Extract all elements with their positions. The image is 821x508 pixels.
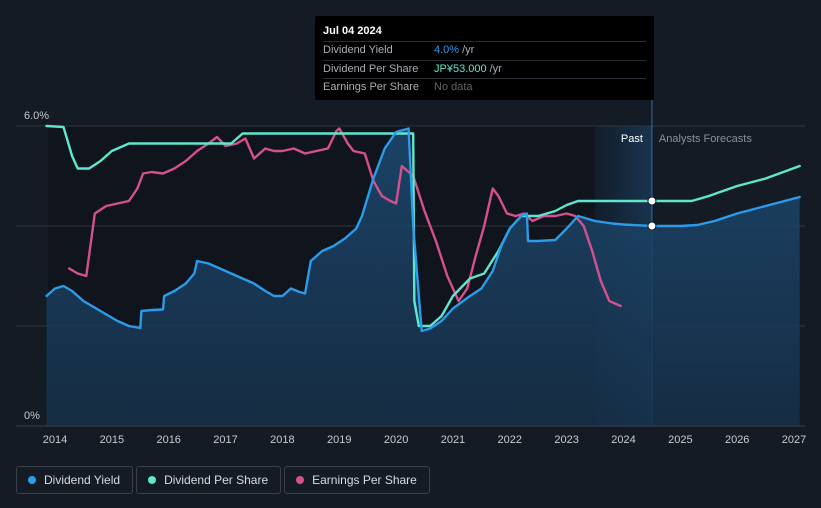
- tooltip-unit: /yr: [462, 44, 475, 56]
- x-tick-label: 2023: [554, 434, 578, 446]
- chart-tooltip: Jul 04 2024 Dividend Yield 4.0% /yr Divi…: [315, 16, 654, 100]
- x-tick-label: 2022: [498, 434, 522, 446]
- tooltip-row-earnings-per-share: Earnings Per Share No data: [323, 78, 646, 97]
- y-tick-label: 6.0%: [24, 110, 49, 122]
- tooltip-row-dividend-yield: Dividend Yield 4.0% /yr: [323, 41, 646, 60]
- x-tick-label: 2018: [270, 434, 294, 446]
- tooltip-value: No data: [434, 81, 473, 93]
- legend-item-dividend-yield[interactable]: Dividend Yield: [16, 466, 134, 494]
- dividend-yield-area: [46, 128, 800, 426]
- x-tick-label: 2027: [782, 434, 806, 446]
- x-tick-label: 2020: [384, 434, 408, 446]
- x-tick-label: 2025: [668, 434, 692, 446]
- tooltip-label: Dividend Yield: [323, 44, 393, 56]
- legend-label: Dividend Per Share: [164, 473, 269, 487]
- dividend-per-share-line: [45, 124, 801, 328]
- tooltip-label: Dividend Per Share: [323, 62, 419, 75]
- x-tick-label: 2024: [611, 434, 635, 446]
- series-marker: [647, 221, 657, 231]
- forecast-label: Analysts Forecasts: [659, 133, 752, 145]
- x-tick-label: 2014: [43, 434, 67, 446]
- x-tick-label: 2016: [156, 434, 180, 446]
- x-tick-label: 2026: [725, 434, 749, 446]
- chart-legend: Dividend Yield Dividend Per Share Earnin…: [16, 466, 433, 494]
- legend-dot-icon: [296, 476, 305, 484]
- legend-dot-icon: [148, 476, 157, 484]
- dividend-yield-line: [45, 127, 801, 333]
- legend-label: Dividend Yield: [44, 473, 121, 487]
- legend-item-earnings-per-share[interactable]: Earnings Per Share: [284, 466, 430, 494]
- past-label: Past: [621, 133, 643, 145]
- tooltip-date: Jul 04 2024: [323, 25, 382, 37]
- x-tick-label: 2019: [327, 434, 351, 446]
- tooltip-value: 4.0%: [434, 44, 460, 56]
- tooltip-row-dividend-per-share: Dividend Per Share JP¥53.000 /yr: [323, 59, 646, 79]
- x-tick-label: 2015: [100, 434, 124, 446]
- tooltip-unit: /yr: [489, 62, 502, 75]
- y-tick-label: 0%: [24, 410, 40, 422]
- legend-item-dividend-per-share[interactable]: Dividend Per Share: [136, 466, 282, 494]
- legend-label: Earnings Per Share: [312, 473, 417, 487]
- series-marker: [647, 196, 657, 206]
- x-tick-label: 2017: [213, 434, 237, 446]
- x-tick-label: 2021: [441, 434, 465, 446]
- tooltip-label: Earnings Per Share: [323, 81, 419, 93]
- tooltip-value: JP¥53.000: [434, 62, 487, 75]
- legend-dot-icon: [28, 476, 36, 484]
